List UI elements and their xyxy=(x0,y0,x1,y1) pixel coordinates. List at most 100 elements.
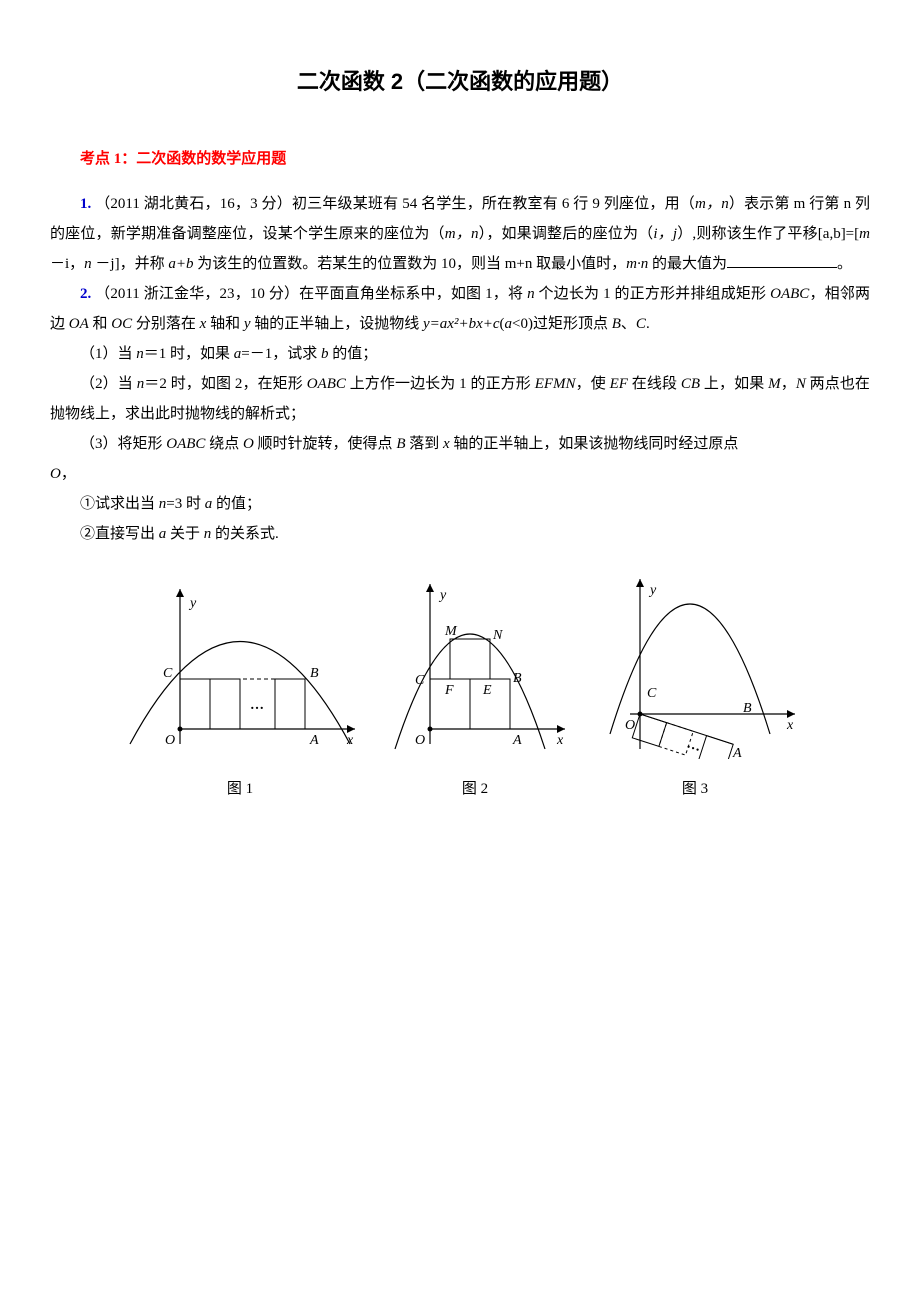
text: 顺时针旋转，使得点 xyxy=(254,436,397,452)
svg-text:B: B xyxy=(310,666,319,681)
var: n xyxy=(84,256,92,272)
svg-text:y: y xyxy=(648,583,657,598)
var: m xyxy=(859,226,870,242)
text: 。 xyxy=(837,256,852,272)
var: y=ax²+bx+c xyxy=(423,316,500,332)
svg-text:O: O xyxy=(625,718,635,733)
var: OABC xyxy=(166,436,205,452)
text: 上方作一边长为 1 的正方形 xyxy=(346,376,535,392)
figure-caption: 图 3 xyxy=(585,774,805,804)
sub-question-1: （1）当 n＝1 时，如果 a=－1，试求 b 的值； xyxy=(50,339,870,369)
svg-text:x: x xyxy=(556,733,564,748)
page-title: 二次函数 2（二次函数的应用题） xyxy=(50,60,870,104)
svg-text:A: A xyxy=(309,733,319,748)
text: ②直接写出 xyxy=(80,526,159,542)
figures-row: y x C B O A … 图 1 y x C B O A M xyxy=(50,569,870,804)
var: m，n xyxy=(695,196,729,212)
var: OA xyxy=(69,316,89,332)
problem-2: 2. （2011 浙江金华，23，10 分）在平面直角坐标系中，如图 1，将 n… xyxy=(50,279,870,339)
var: B xyxy=(612,316,621,332)
var: n xyxy=(527,286,535,302)
svg-text:…: … xyxy=(250,698,264,713)
svg-text:y: y xyxy=(188,596,197,611)
figure-caption: 图 2 xyxy=(375,774,575,804)
sub-question-3-2: ②直接写出 a 关于 n 的关系式. xyxy=(50,519,870,549)
text: ， xyxy=(781,376,796,392)
text: ＝2 时，如图 2，在矩形 xyxy=(144,376,307,392)
var: x xyxy=(443,436,450,452)
svg-text:A: A xyxy=(512,733,522,748)
var: i，j xyxy=(653,226,677,242)
text: =－1，试求 xyxy=(241,346,321,362)
text: 上，如果 xyxy=(700,376,768,392)
svg-text:C: C xyxy=(163,666,173,681)
svg-text:C: C xyxy=(415,673,425,688)
text: ，使 xyxy=(576,376,610,392)
text: ＝1 时，如果 xyxy=(144,346,234,362)
var: b xyxy=(321,346,329,362)
text: ， xyxy=(61,466,76,482)
figure-2: y x C B O A M N F E 图 2 xyxy=(375,569,575,804)
text: 轴和 xyxy=(206,316,244,332)
svg-text:…: … xyxy=(685,736,703,755)
text: <0)过矩形顶点 xyxy=(512,316,612,332)
text: ），如果调整后的座位为（ xyxy=(478,226,653,242)
text: （2011 浙江金华，23，10 分）在平面直角坐标系中，如图 1，将 xyxy=(95,286,527,302)
var: OC xyxy=(111,316,132,332)
text: 的值； xyxy=(212,496,261,512)
text: 的值； xyxy=(329,346,378,362)
var: O xyxy=(50,466,61,482)
var: EFMN xyxy=(535,376,576,392)
var: CB xyxy=(681,376,700,392)
var: N xyxy=(796,376,806,392)
text: （3）将矩形 xyxy=(80,436,166,452)
text: －i， xyxy=(50,256,84,272)
text: （1）当 xyxy=(80,346,136,362)
svg-text:N: N xyxy=(492,628,503,643)
var: m，n xyxy=(445,226,479,242)
text: （2）当 xyxy=(80,376,137,392)
var: a xyxy=(505,316,513,332)
text: 绕点 xyxy=(205,436,243,452)
svg-text:B: B xyxy=(513,671,522,686)
svg-text:C: C xyxy=(647,686,657,701)
var: M xyxy=(768,376,781,392)
var: a+b xyxy=(168,256,193,272)
text: 分别落在 xyxy=(132,316,200,332)
svg-text:O: O xyxy=(415,733,425,748)
text: =3 时 xyxy=(166,496,204,512)
svg-text:O: O xyxy=(165,733,175,748)
var: C xyxy=(636,316,646,332)
var: OABC xyxy=(307,376,346,392)
blank-input[interactable] xyxy=(727,252,837,268)
problem-number: 2. xyxy=(80,286,91,302)
var: m·n xyxy=(626,256,648,272)
var: n xyxy=(136,346,144,362)
sub-question-2: （2）当 n＝2 时，如图 2，在矩形 OABC 上方作一边长为 1 的正方形 … xyxy=(50,369,870,429)
text: 落到 xyxy=(405,436,443,452)
var: OABC xyxy=(770,286,809,302)
text: 关于 xyxy=(166,526,204,542)
figure-3: … y x C B O A 图 3 xyxy=(585,569,805,804)
text: 轴的正半轴上，如果该抛物线同时经过原点 xyxy=(450,436,739,452)
problem-number: 1. xyxy=(80,196,91,212)
text: （2011 湖北黄石，16，3 分）初三年级某班有 54 名学生，所在教室有 6… xyxy=(95,196,695,212)
text: . xyxy=(646,316,650,332)
sub-question-3-cont: O， xyxy=(50,459,870,489)
svg-text:M: M xyxy=(444,624,458,639)
problem-1: 1. （2011 湖北黄石，16，3 分）初三年级某班有 54 名学生，所在教室… xyxy=(50,189,870,279)
figure-1: y x C B O A … 图 1 xyxy=(115,569,365,804)
svg-text:E: E xyxy=(482,683,492,698)
svg-text:A: A xyxy=(732,746,742,759)
sub-question-3: （3）将矩形 OABC 绕点 O 顺时针旋转，使得点 B 落到 x 轴的正半轴上… xyxy=(50,429,870,459)
text: －j]，并称 xyxy=(92,256,169,272)
section-heading: 考点 1：二次函数的数学应用题 xyxy=(50,144,870,174)
svg-text:x: x xyxy=(786,718,794,733)
text: ）,则称该生作了平移[a,b]=[ xyxy=(677,226,859,242)
svg-text:F: F xyxy=(444,683,454,698)
text: 在线段 xyxy=(628,376,681,392)
figure-caption: 图 1 xyxy=(115,774,365,804)
text: 个边长为 1 的正方形并排组成矩形 xyxy=(535,286,771,302)
text: 和 xyxy=(89,316,112,332)
text: 的关系式. xyxy=(211,526,279,542)
